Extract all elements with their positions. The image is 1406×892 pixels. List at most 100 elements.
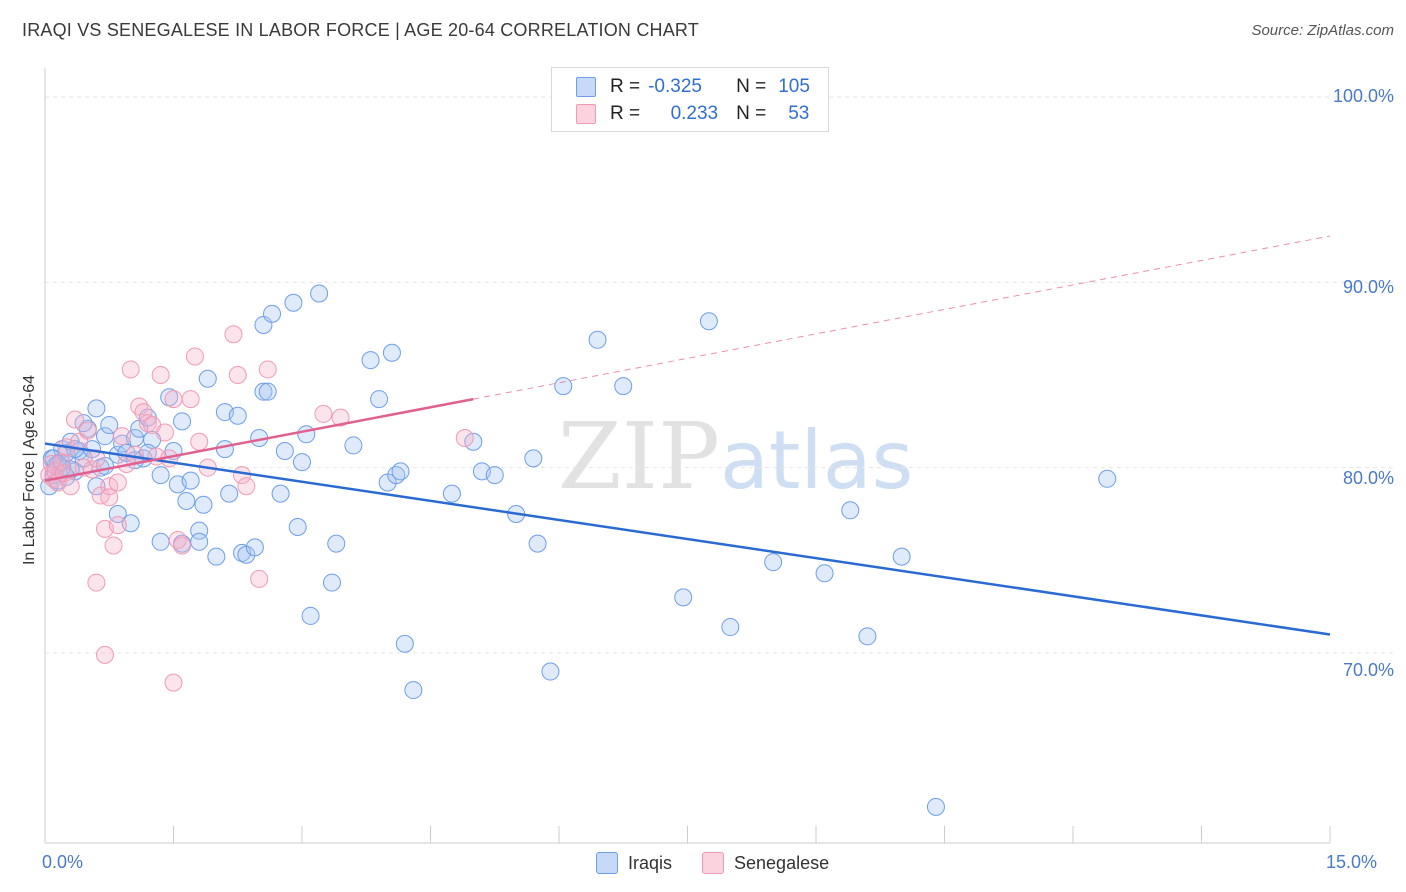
senegalese-point-45 [314, 404, 333, 423]
senegalese-point-50 [108, 473, 127, 492]
senegalese-point-19 [108, 516, 127, 535]
iraqis-point-17 [100, 416, 119, 435]
iraqis-point-81 [721, 618, 740, 637]
iraqis-point-50 [275, 441, 294, 460]
iraqis-point-35 [190, 532, 209, 551]
senegalese-point-37 [190, 432, 209, 451]
senegalese-point-32 [164, 390, 183, 409]
iraqis-point-73 [524, 449, 543, 468]
iraqis-point-26 [151, 466, 170, 485]
iraqis-point-66 [395, 634, 414, 653]
iraqis-point-86 [892, 547, 911, 566]
iraqis-point-71 [485, 466, 504, 485]
iraqis-point-65 [391, 462, 410, 481]
senegalese-point-20 [113, 427, 132, 446]
watermark-atlas: atlas [720, 414, 913, 507]
iraqis-point-87 [926, 797, 945, 816]
iraqis-point-85 [858, 627, 877, 646]
senegalese-point-9 [65, 410, 84, 429]
series-legend: Iraqis Senegalese [596, 852, 829, 874]
senegalese-point-25 [134, 403, 153, 422]
iraqis-point-39 [220, 484, 239, 503]
iraqis-point-88 [1098, 469, 1117, 488]
iraqis-point-30 [173, 412, 192, 431]
x-tick-label-max: 15.0% [1326, 852, 1378, 872]
iraqis-point-101 [215, 440, 234, 459]
iraqis-point-68 [442, 484, 461, 503]
stats-legend: R = -0.325 N = 105 R = 0.233 N = 53 [551, 67, 829, 132]
senegalese-point-22 [121, 360, 140, 379]
iraqis-point-91 [87, 399, 106, 418]
iraqis-point-67 [404, 681, 423, 700]
iraqis-point-37 [207, 547, 226, 566]
x-tick-label-min: 0.0% [42, 852, 84, 872]
legend-senegalese-swatch [702, 852, 725, 874]
iraqis-point-83 [815, 564, 834, 583]
iraqis-point-51 [284, 293, 303, 312]
iraqis-n-label: N = [736, 76, 767, 97]
senegalese-trend-line [44, 397, 474, 482]
iraqis-point-46 [258, 382, 277, 401]
senegalese-point-49 [100, 488, 119, 507]
iraqis-point-54 [297, 425, 316, 444]
iraqis-point-57 [322, 573, 341, 592]
senegalese-point-18 [104, 536, 123, 555]
iraqis-point-61 [370, 390, 389, 409]
senegalese-point-35 [181, 390, 200, 409]
senegalese-point-23 [125, 445, 144, 464]
iraqis-r-value: -0.325 [648, 76, 702, 97]
senegalese-point-36 [185, 347, 204, 366]
senegalese-point-34 [173, 536, 192, 555]
senegalese-point-43 [250, 569, 269, 588]
iraqis-point-77 [588, 330, 607, 349]
iraqis-point-52 [288, 517, 307, 536]
senegalese-point-51 [95, 645, 114, 664]
y-tick-label-70: 70.0% [1342, 660, 1394, 680]
iraqis-point-14 [87, 477, 106, 496]
iraqis-point-56 [310, 284, 329, 303]
iraqis-trend-line [44, 442, 1331, 636]
legend-senegalese-label: Senegalese [734, 852, 830, 873]
iraqis-point-58 [327, 534, 346, 553]
iraqis-point-75 [541, 662, 560, 681]
iraqis-point-82 [764, 553, 783, 572]
iraqis-point-36 [198, 369, 217, 388]
senegalese-point-44 [258, 360, 277, 379]
legend-row-senegalese: R = 0.233 N = 53 [576, 101, 809, 127]
senegalese-r-label: R = [610, 103, 641, 124]
senegalese-point-39 [224, 325, 243, 344]
iraqis-point-78 [614, 377, 633, 396]
senegalese-point-40 [228, 366, 247, 384]
iraqis-point-69 [464, 432, 483, 451]
iraqis-point-55 [301, 606, 320, 625]
senegalese-point-47 [455, 429, 474, 448]
iraqis-point-60 [361, 351, 380, 370]
iraqis-swatch [576, 77, 596, 97]
senegalese-point-29 [151, 366, 170, 384]
watermark-zip: ZIP [558, 403, 720, 510]
y-tick-label-80: 80.0% [1342, 468, 1394, 488]
senegalese-point-48 [87, 573, 106, 592]
iraqis-point-79 [674, 588, 693, 607]
iraqis-point-48 [263, 304, 282, 323]
senegalese-point-5 [53, 453, 72, 472]
iraqis-point-63 [382, 343, 401, 362]
iraqis-r-label: R = [610, 76, 641, 97]
legend-row-iraqis: R = -0.325 N = 105 [576, 74, 810, 100]
source-label: Source: ZipAtlas.com [1251, 22, 1394, 39]
senegalese-point-52 [164, 673, 183, 692]
legend-iraqis-swatch [596, 852, 618, 874]
senegalese-point-12 [78, 421, 97, 440]
y-tick-label-90: 90.0% [1342, 277, 1394, 297]
iraqis-point-84 [841, 501, 860, 520]
senegalese-trend-extension [473, 235, 1331, 400]
iraqis-point-80 [699, 312, 718, 331]
senegalese-swatch [576, 104, 596, 124]
y-tick-label-100: 100.0% [1332, 86, 1394, 106]
senegalese-n-label: N = [736, 103, 767, 124]
legend-iraqis-label: Iraqis [628, 852, 673, 873]
iraqis-point-45 [254, 382, 273, 401]
senegalese-point-30 [155, 423, 174, 442]
iraqis-point-31 [177, 492, 196, 511]
